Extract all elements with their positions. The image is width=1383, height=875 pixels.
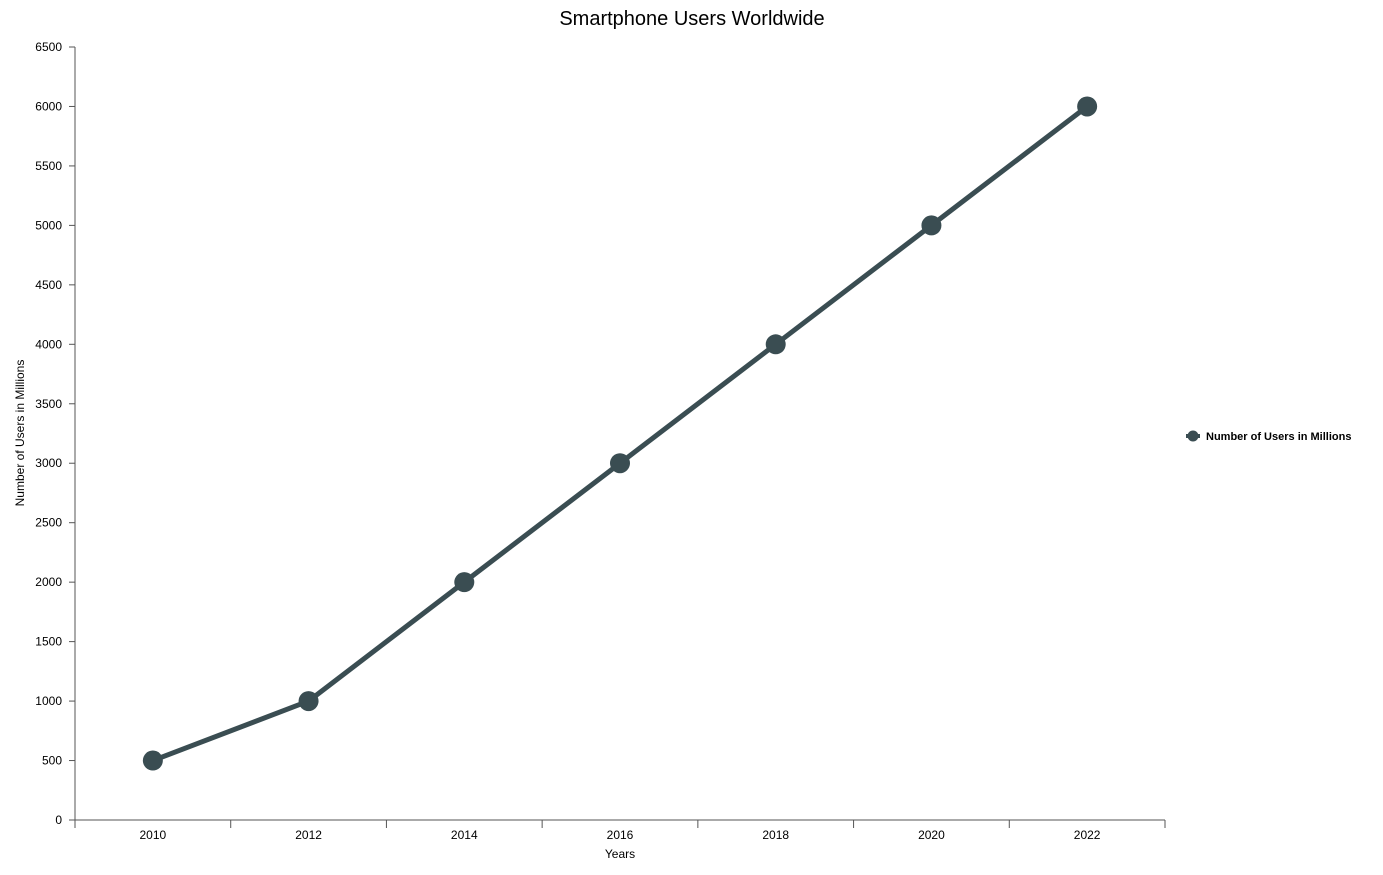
y-tick-label: 2500	[35, 516, 62, 530]
x-tick-label: 2020	[918, 828, 945, 842]
y-tick-label: 2000	[35, 575, 62, 589]
y-tick-label: 3500	[35, 397, 62, 411]
x-tick-label: 2016	[607, 828, 634, 842]
y-tick-label: 4000	[35, 337, 62, 351]
y-tick-label: 5500	[35, 159, 62, 173]
y-tick-label: 1000	[35, 694, 62, 708]
data-point[interactable]	[298, 691, 319, 712]
y-tick-label: 1500	[35, 635, 62, 649]
y-axis-title: Number of Users in Millions	[13, 360, 27, 507]
legend[interactable]: Number of Users in Millions	[1186, 430, 1351, 444]
x-tick-label: 2022	[1074, 828, 1101, 842]
x-tick-label: 2018	[762, 828, 789, 842]
x-tick-label: 2014	[451, 828, 478, 842]
axes: 0 500 1000 1500 2000 2500 3000 3500 4000 4500 5000…	[35, 40, 1166, 842]
legend-label: Number of Users in Millions	[1206, 431, 1351, 443]
y-tick-label: 6000	[35, 99, 62, 113]
y-tick-label: 4500	[35, 278, 62, 292]
x-tick-label: 2010	[140, 828, 167, 842]
data-point[interactable]	[921, 215, 942, 236]
data-point[interactable]	[454, 572, 475, 593]
data-point[interactable]	[142, 750, 163, 771]
y-tick-label: 6500	[35, 40, 62, 54]
legend-marker	[1187, 430, 1199, 442]
x-tick-label: 2012	[295, 828, 322, 842]
y-tick-label: 5000	[35, 218, 62, 232]
y-tick-label: 3000	[35, 456, 62, 470]
series-layer	[142, 96, 1098, 771]
data-point[interactable]	[1077, 96, 1098, 117]
data-point[interactable]	[765, 334, 786, 355]
y-tick-label: 0	[55, 813, 62, 827]
data-point[interactable]	[610, 453, 630, 474]
series-line	[150, 103, 1090, 764]
x-axis-title: Years	[605, 847, 635, 861]
y-tick-label: 500	[42, 754, 62, 768]
chart-title: Smartphone Users Worldwide	[559, 8, 824, 30]
